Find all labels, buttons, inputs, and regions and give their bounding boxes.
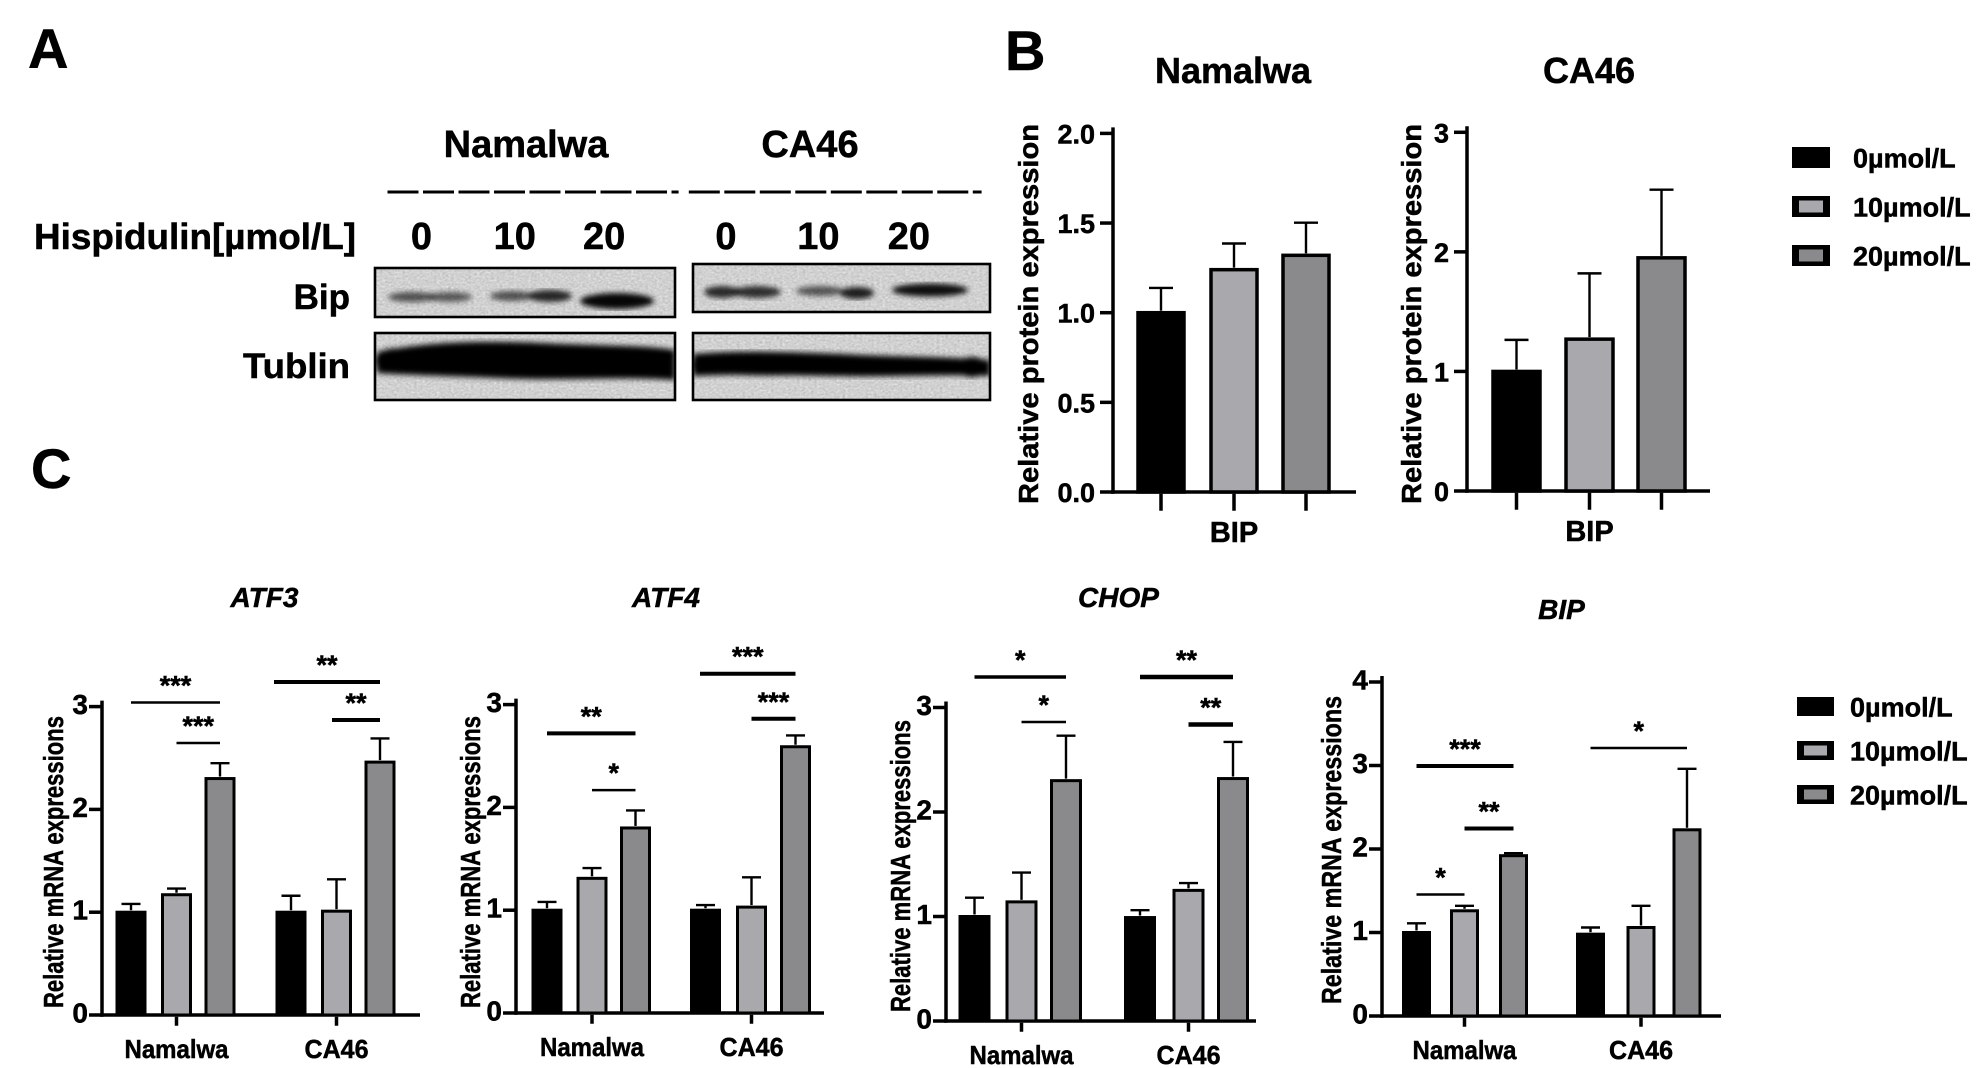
svg-text:20: 20: [888, 216, 930, 258]
svg-text:20: 20: [583, 216, 625, 258]
svg-text:1: 1: [1352, 915, 1368, 946]
svg-text:BIP: BIP: [1210, 517, 1258, 549]
svg-text:Relative mRNA expressions: Relative mRNA expressions: [455, 716, 486, 1008]
svg-text:***: ***: [1449, 734, 1481, 764]
svg-text:0: 0: [1434, 477, 1449, 507]
svg-text:2.0: 2.0: [1057, 119, 1095, 149]
svg-text:*: *: [1038, 690, 1049, 720]
svg-text:0: 0: [486, 996, 502, 1027]
svg-text:2: 2: [1434, 238, 1449, 268]
svg-text:ATF3: ATF3: [230, 582, 299, 613]
svg-text:*: *: [1633, 716, 1644, 746]
svg-text:Namalwa: Namalwa: [540, 1032, 644, 1062]
svg-text:Bip: Bip: [294, 278, 350, 317]
svg-text:*: *: [608, 758, 619, 788]
svg-text:Relative mRNA expressions: Relative mRNA expressions: [885, 720, 916, 1012]
svg-text:CA46: CA46: [761, 124, 858, 166]
svg-text:2: 2: [916, 795, 932, 826]
svg-text:CA46: CA46: [1609, 1035, 1673, 1065]
svg-text:1.5: 1.5: [1057, 209, 1095, 239]
svg-text:3: 3: [1352, 748, 1368, 779]
svg-text:0µmol/L: 0µmol/L: [1853, 144, 1956, 174]
svg-text:**: **: [1478, 797, 1500, 827]
svg-text:*: *: [1015, 645, 1026, 675]
svg-text:*: *: [1435, 863, 1446, 893]
svg-text:2: 2: [486, 790, 502, 821]
svg-text:Namalwa: Namalwa: [1155, 50, 1312, 91]
svg-text:3: 3: [1434, 118, 1449, 148]
svg-text:2: 2: [72, 792, 88, 823]
svg-text:0: 0: [1352, 999, 1368, 1030]
svg-text:**: **: [1176, 645, 1198, 675]
svg-text:20µmol/L: 20µmol/L: [1850, 781, 1968, 811]
svg-text:***: ***: [758, 687, 790, 717]
svg-text:Namalwa: Namalwa: [444, 124, 610, 166]
svg-text:Namalwa: Namalwa: [1413, 1035, 1517, 1065]
svg-text:1: 1: [486, 893, 502, 924]
svg-text:**: **: [345, 688, 367, 718]
svg-text:CA46: CA46: [1157, 1040, 1221, 1068]
svg-text:1: 1: [916, 899, 932, 930]
svg-text:Relative protein expression: Relative protein expression: [1396, 124, 1427, 504]
svg-text:0: 0: [715, 216, 736, 258]
svg-text:3: 3: [72, 689, 88, 720]
svg-text:3: 3: [916, 690, 932, 721]
svg-text:1: 1: [72, 895, 88, 926]
svg-text:***: ***: [732, 642, 764, 672]
svg-text:0µmol/L: 0µmol/L: [1850, 693, 1953, 723]
svg-text:4: 4: [1352, 665, 1368, 696]
svg-text:***: ***: [160, 671, 192, 701]
svg-text:10µmol/L: 10µmol/L: [1853, 193, 1971, 223]
svg-text:**: **: [1200, 693, 1222, 723]
svg-text:1: 1: [1434, 357, 1449, 387]
svg-text:**: **: [581, 701, 603, 731]
svg-text:BIP: BIP: [1565, 516, 1613, 548]
svg-text:C: C: [31, 437, 71, 500]
svg-text:Namalwa: Namalwa: [970, 1040, 1074, 1068]
svg-text:10: 10: [494, 216, 536, 258]
svg-text:0: 0: [72, 998, 88, 1029]
svg-text:0.0: 0.0: [1057, 478, 1095, 508]
svg-text:1.0: 1.0: [1057, 299, 1095, 329]
svg-text:Tublin: Tublin: [243, 347, 350, 386]
svg-text:CHOP: CHOP: [1078, 582, 1159, 613]
svg-text:2: 2: [1352, 832, 1368, 863]
svg-text:B: B: [1005, 19, 1045, 82]
svg-text:Relative mRNA expressions: Relative mRNA expressions: [1316, 696, 1347, 1004]
svg-text:A: A: [28, 17, 68, 80]
svg-text:CA46: CA46: [1543, 50, 1635, 91]
svg-text:CA46: CA46: [305, 1034, 369, 1064]
svg-text:3: 3: [486, 687, 502, 718]
svg-text:10: 10: [797, 216, 839, 258]
svg-text:***: ***: [182, 711, 214, 741]
svg-text:ATF4: ATF4: [631, 582, 700, 613]
svg-text:20µmol/L: 20µmol/L: [1853, 242, 1971, 272]
svg-text:0.5: 0.5: [1057, 388, 1095, 418]
svg-text:CA46: CA46: [720, 1032, 784, 1062]
svg-text:Relative protein expression: Relative protein expression: [1013, 124, 1044, 504]
svg-text:0: 0: [916, 1004, 932, 1035]
svg-text:Namalwa: Namalwa: [125, 1034, 229, 1064]
svg-text:Relative mRNA expressions: Relative mRNA expressions: [38, 716, 69, 1008]
svg-text:BIP: BIP: [1538, 594, 1585, 625]
svg-text:**: **: [316, 650, 338, 680]
svg-text:10µmol/L: 10µmol/L: [1850, 737, 1968, 767]
svg-text:Hispidulin[µmol/L]: Hispidulin[µmol/L]: [34, 216, 356, 257]
svg-text:0: 0: [411, 216, 432, 258]
